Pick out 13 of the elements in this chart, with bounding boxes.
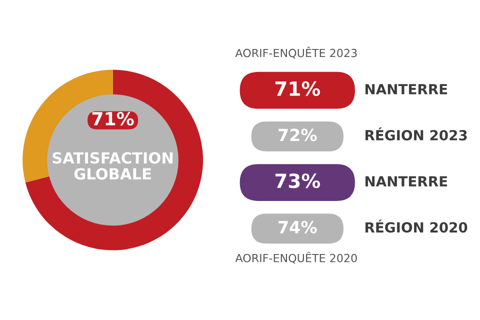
donut-slice: [25, 70, 204, 250]
text: AORIF-ENQUÊTE 2023: [235, 46, 357, 58]
data-label: 72%: [278, 128, 317, 142]
data-label: 71%: [275, 81, 320, 96]
category-label: NANTERRE: [366, 176, 448, 186]
data-label: 73%: [275, 173, 320, 188]
category-label: NANTERRE: [366, 84, 448, 94]
category-label: RÉGION 2020: [366, 220, 468, 233]
text: SATISFACTION GLOBALE: [52, 152, 173, 180]
data-label: 71%: [92, 112, 134, 126]
text: AORIF-ENQUÊTE 2020: [235, 252, 357, 264]
category-label: RÉGION 2023: [366, 127, 467, 140]
data-label: 74%: [278, 220, 317, 234]
